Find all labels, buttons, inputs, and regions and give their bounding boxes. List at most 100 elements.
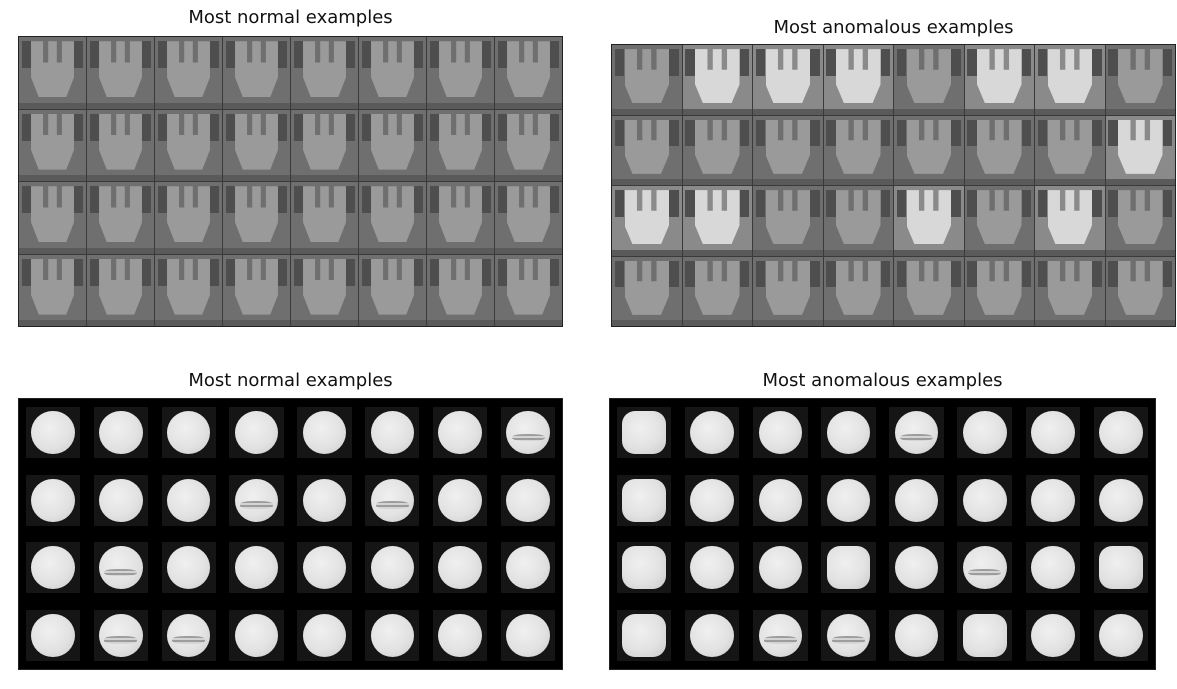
pill-thumbnail	[223, 534, 291, 602]
part-thumbnail	[682, 45, 752, 115]
image-grid-top-left	[18, 36, 563, 327]
pill-thumbnail	[1019, 534, 1087, 602]
panel-top-left: Most normal examples	[18, 0, 563, 330]
pill-thumbnail	[155, 399, 223, 467]
image-grid-top-right	[611, 44, 1176, 327]
pill-thumbnail	[951, 399, 1019, 467]
pill-thumbnail	[494, 399, 562, 467]
pill-thumbnail	[426, 534, 494, 602]
part-thumbnail	[427, 109, 494, 181]
pill-thumbnail	[19, 534, 87, 602]
pill-thumbnail	[87, 534, 155, 602]
pill-thumbnail	[678, 534, 746, 602]
pill-thumbnail	[610, 467, 678, 535]
part-thumbnail	[495, 254, 562, 326]
pill-thumbnail	[358, 534, 426, 602]
part-thumbnail	[87, 182, 154, 254]
part-thumbnail	[359, 109, 426, 181]
part-thumbnail	[155, 109, 222, 181]
part-thumbnail	[612, 115, 682, 185]
pill-thumbnail	[610, 602, 678, 670]
pill-thumbnail	[951, 602, 1019, 670]
part-thumbnail	[427, 182, 494, 254]
panel-title-bottom-left: Most normal examples	[188, 370, 393, 391]
pill-thumbnail	[883, 399, 951, 467]
pill-thumbnail	[19, 399, 87, 467]
pill-thumbnail	[87, 467, 155, 535]
pill-thumbnail	[494, 534, 562, 602]
pill-thumbnail	[678, 399, 746, 467]
part-thumbnail	[964, 115, 1034, 185]
pill-thumbnail	[426, 467, 494, 535]
pill-thumbnail	[883, 534, 951, 602]
pill-thumbnail	[494, 467, 562, 535]
part-thumbnail	[291, 182, 358, 254]
pill-thumbnail	[814, 467, 882, 535]
part-thumbnail	[19, 254, 86, 326]
pill-thumbnail	[746, 399, 814, 467]
part-thumbnail	[359, 182, 426, 254]
pill-thumbnail	[223, 399, 291, 467]
pill-thumbnail	[883, 467, 951, 535]
pill-thumbnail	[1087, 602, 1155, 670]
pill-thumbnail	[291, 467, 359, 535]
pill-thumbnail	[678, 602, 746, 670]
pill-thumbnail	[883, 602, 951, 670]
panel-top-right: Most anomalous examples	[611, 0, 1176, 330]
image-grid-bottom-left	[18, 398, 563, 670]
panel-title-bottom-right: Most anomalous examples	[762, 370, 1003, 391]
part-thumbnail	[223, 254, 290, 326]
part-thumbnail	[894, 45, 964, 115]
pill-thumbnail	[746, 602, 814, 670]
pill-thumbnail	[426, 399, 494, 467]
part-thumbnail	[612, 186, 682, 256]
pill-thumbnail	[19, 602, 87, 670]
part-thumbnail	[155, 182, 222, 254]
part-thumbnail	[155, 254, 222, 326]
pill-thumbnail	[155, 602, 223, 670]
part-thumbnail	[753, 256, 823, 326]
part-thumbnail	[495, 109, 562, 181]
panel-title-top-right: Most anomalous examples	[773, 17, 1014, 38]
part-thumbnail	[682, 186, 752, 256]
part-thumbnail	[427, 37, 494, 109]
part-thumbnail	[1105, 186, 1175, 256]
part-thumbnail	[223, 37, 290, 109]
pill-thumbnail	[155, 534, 223, 602]
part-thumbnail	[823, 115, 893, 185]
pill-thumbnail	[155, 467, 223, 535]
part-thumbnail	[87, 254, 154, 326]
part-thumbnail	[87, 37, 154, 109]
image-grid-bottom-right	[609, 398, 1156, 670]
part-thumbnail	[964, 45, 1034, 115]
part-thumbnail	[612, 256, 682, 326]
pill-thumbnail	[87, 399, 155, 467]
part-thumbnail	[823, 186, 893, 256]
part-thumbnail	[682, 115, 752, 185]
part-thumbnail	[155, 37, 222, 109]
pill-thumbnail	[358, 602, 426, 670]
pill-thumbnail	[223, 602, 291, 670]
pill-thumbnail	[1019, 602, 1087, 670]
pill-thumbnail	[678, 467, 746, 535]
part-thumbnail	[753, 45, 823, 115]
part-thumbnail	[291, 254, 358, 326]
part-thumbnail	[894, 186, 964, 256]
pill-thumbnail	[291, 534, 359, 602]
pill-thumbnail	[814, 534, 882, 602]
part-thumbnail	[19, 182, 86, 254]
pill-thumbnail	[814, 399, 882, 467]
pill-thumbnail	[87, 602, 155, 670]
part-thumbnail	[1035, 186, 1105, 256]
part-thumbnail	[359, 37, 426, 109]
part-thumbnail	[495, 37, 562, 109]
pill-thumbnail	[494, 602, 562, 670]
part-thumbnail	[1105, 115, 1175, 185]
pill-thumbnail	[951, 467, 1019, 535]
part-thumbnail	[291, 109, 358, 181]
part-thumbnail	[823, 256, 893, 326]
pill-thumbnail	[358, 399, 426, 467]
pill-thumbnail	[1087, 399, 1155, 467]
pill-thumbnail	[1019, 467, 1087, 535]
pill-thumbnail	[610, 534, 678, 602]
